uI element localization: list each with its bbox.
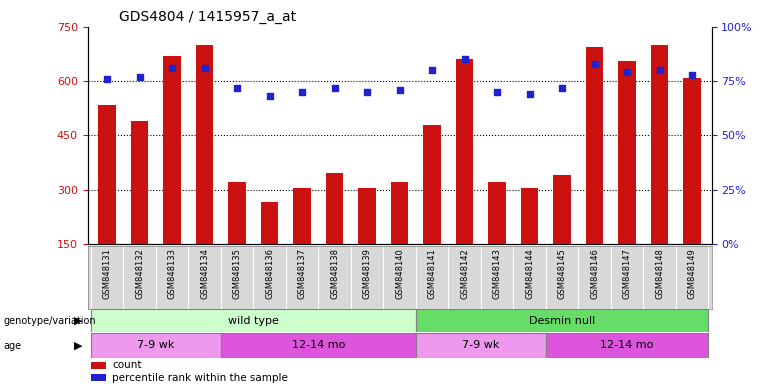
Text: percentile rank within the sample: percentile rank within the sample [113, 372, 288, 382]
Point [329, 84, 341, 91]
Point [133, 74, 145, 80]
Point [621, 70, 633, 76]
Bar [651, 45, 668, 298]
Text: GSM848144: GSM848144 [525, 248, 534, 299]
Text: 12-14 mo: 12-14 mo [291, 340, 345, 351]
Text: GSM848141: GSM848141 [428, 248, 437, 299]
Bar [416, 309, 708, 332]
Bar [390, 182, 409, 298]
Bar [91, 374, 107, 381]
Text: wild type: wild type [228, 316, 279, 326]
Text: GSM848143: GSM848143 [492, 248, 501, 299]
Text: 12-14 mo: 12-14 mo [600, 340, 654, 351]
Bar [423, 124, 441, 298]
Bar [131, 121, 148, 298]
Point [263, 93, 275, 99]
Bar [221, 333, 416, 358]
Bar [91, 333, 221, 358]
Bar [91, 309, 416, 332]
Bar [488, 182, 506, 298]
Point [524, 91, 536, 97]
Point [166, 65, 178, 71]
Bar [293, 188, 311, 298]
Bar [618, 61, 636, 298]
Bar [358, 188, 376, 298]
Text: Desmin null: Desmin null [529, 316, 595, 326]
Point [491, 89, 503, 95]
Point [393, 87, 406, 93]
Bar [416, 333, 546, 358]
Text: count: count [113, 360, 142, 370]
Text: GSM848145: GSM848145 [558, 248, 566, 299]
Text: ▶: ▶ [74, 341, 82, 351]
Bar [228, 182, 246, 298]
Text: GSM848131: GSM848131 [103, 248, 112, 299]
Point [588, 61, 600, 67]
Text: GSM848142: GSM848142 [460, 248, 469, 299]
Text: age: age [4, 341, 22, 351]
Bar [326, 173, 343, 298]
Point [296, 89, 308, 95]
Text: GSM848133: GSM848133 [167, 248, 177, 299]
Text: GSM848149: GSM848149 [687, 248, 696, 299]
Bar [521, 188, 539, 298]
Point [101, 76, 113, 82]
Bar [260, 202, 279, 298]
Text: GDS4804 / 1415957_a_at: GDS4804 / 1415957_a_at [119, 10, 296, 25]
Text: 7-9 wk: 7-9 wk [137, 340, 174, 351]
Bar [98, 104, 116, 298]
Text: GSM848139: GSM848139 [362, 248, 371, 299]
Point [686, 71, 698, 78]
Point [556, 84, 568, 91]
Point [361, 89, 373, 95]
Text: GSM848137: GSM848137 [298, 248, 307, 299]
Text: GSM848134: GSM848134 [200, 248, 209, 299]
Text: GSM848146: GSM848146 [590, 248, 599, 299]
Point [654, 67, 666, 73]
Bar [683, 78, 701, 298]
Text: GSM848147: GSM848147 [622, 248, 632, 299]
Text: GSM848135: GSM848135 [233, 248, 241, 299]
Text: GSM848140: GSM848140 [395, 248, 404, 299]
Point [199, 65, 211, 71]
Text: ▶: ▶ [74, 316, 82, 326]
Bar [163, 56, 181, 298]
Bar [456, 60, 473, 298]
Point [426, 67, 438, 73]
Text: GSM848132: GSM848132 [135, 248, 144, 299]
Text: GSM848136: GSM848136 [265, 248, 274, 299]
Point [231, 84, 243, 91]
Bar [586, 47, 603, 298]
Bar [553, 175, 571, 298]
Bar [546, 333, 708, 358]
Bar [196, 45, 213, 298]
Text: GSM848138: GSM848138 [330, 248, 339, 299]
Text: 7-9 wk: 7-9 wk [462, 340, 499, 351]
Point [458, 56, 470, 63]
Bar [91, 362, 107, 369]
Text: genotype/variation: genotype/variation [4, 316, 97, 326]
Text: GSM848148: GSM848148 [655, 248, 664, 299]
